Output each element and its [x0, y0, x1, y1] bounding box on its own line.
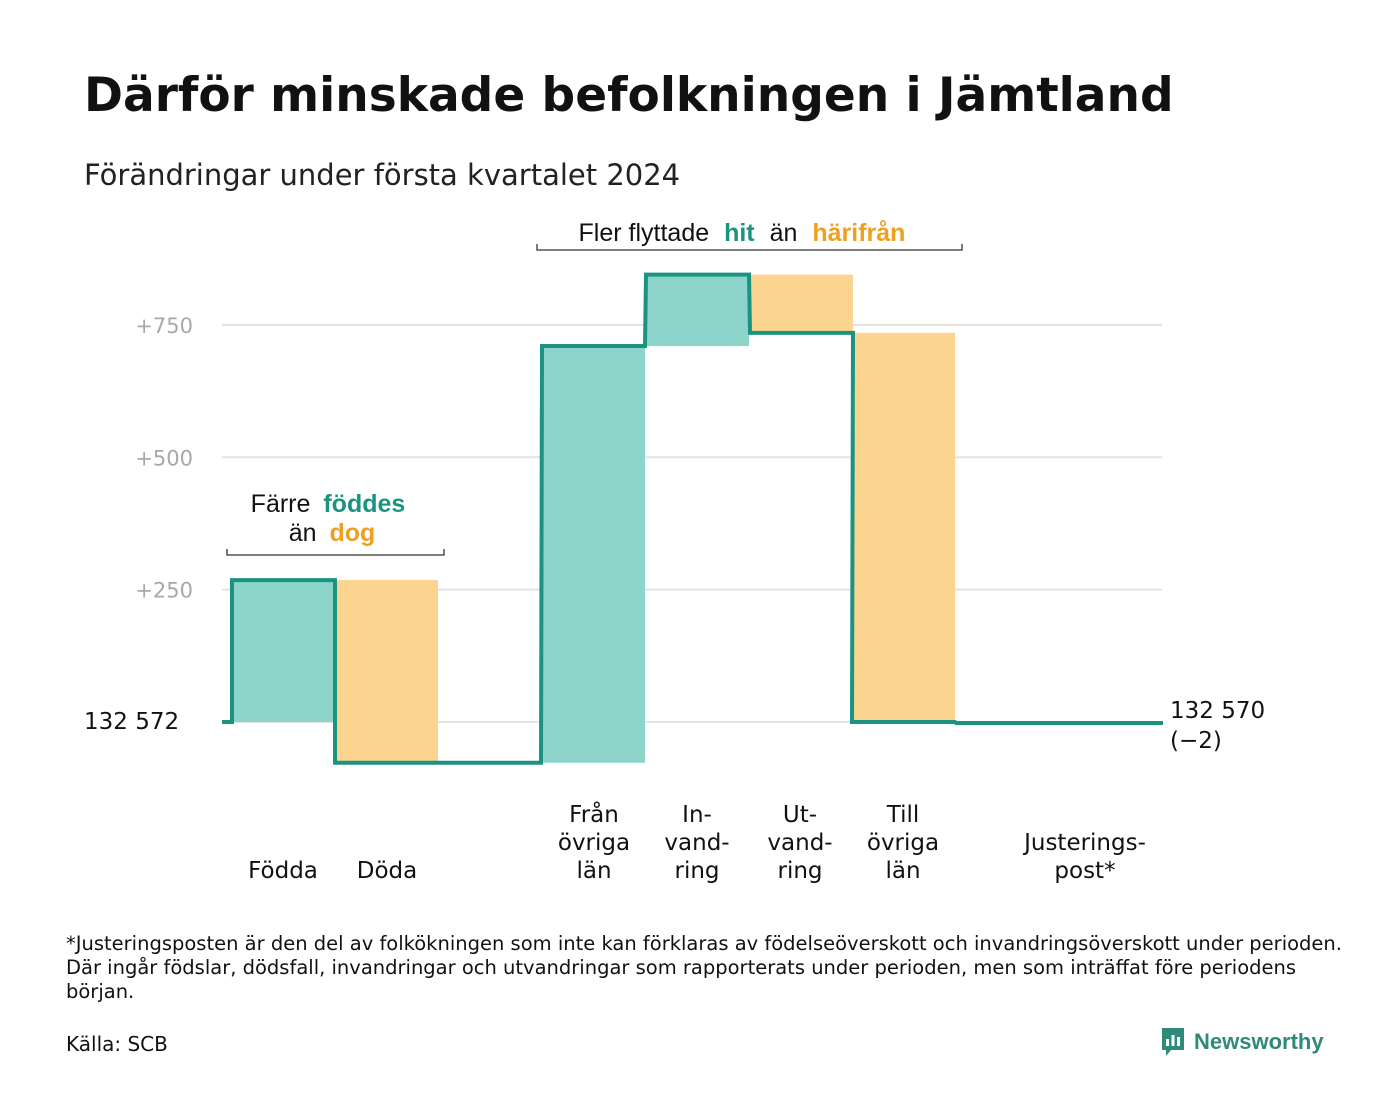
end-value-label: 132 570	[1170, 698, 1265, 724]
svg-text:än dog: än dog	[289, 519, 376, 547]
newsworthy-brand: Newsworthy	[1160, 1026, 1324, 1058]
chart-subtitle: Förändringar under första kvartalet 2024	[84, 158, 681, 192]
start-value-label: 132 572	[84, 709, 179, 735]
bar-inflow	[646, 274, 749, 347]
x-tick-label: In-vand-ring	[664, 802, 729, 884]
chart-title: Därför minskade befolkningen i Jämtland	[84, 68, 1174, 123]
y-tick-label: +250	[135, 579, 193, 603]
x-tick-label: Justerings-post*	[1022, 830, 1146, 884]
bar-outflow	[852, 332, 955, 722]
y-tick-label: +500	[135, 446, 193, 470]
births-annotation-text: Färre	[251, 490, 311, 518]
migration-annotation-text-2: än	[770, 219, 798, 247]
brand-name: Newsworthy	[1194, 1029, 1324, 1054]
newsworthy-logo-icon	[1162, 1028, 1184, 1056]
bar-inflow	[232, 580, 335, 722]
svg-text:Fler flyttade hit: Fler flyttade hit än härifrån	[579, 219, 906, 247]
x-tick-label: Till övriga län	[867, 802, 939, 884]
migration-annotation: Fler flyttade hit än härifrån	[536, 219, 963, 251]
bar-outflow	[750, 274, 853, 333]
bar-outflow	[335, 580, 438, 763]
migration-annotation-text: Fler flyttade	[579, 219, 710, 247]
births-annotation-text-2: än	[289, 519, 317, 547]
births-annotation-accent-dog: dog	[329, 519, 375, 547]
migration-annotation-accent-hit: hit	[724, 219, 755, 247]
bar-inflow	[542, 346, 645, 763]
y-tick-label: +750	[135, 314, 193, 338]
migration-bracket	[536, 244, 963, 251]
svg-text:Färre föddes: Färre föddes	[251, 490, 406, 518]
source-label: Källa: SCB	[66, 1032, 168, 1056]
x-tick-label: Födda	[248, 858, 318, 884]
x-tick-label: Från övriga län	[558, 800, 630, 884]
births-bracket	[226, 549, 445, 556]
footnote: *Justeringsposten är den del av folkökni…	[66, 932, 1342, 1003]
end-change-label: (−2)	[1170, 728, 1222, 754]
cumulative-step-line	[222, 272, 1163, 765]
births-annotation-accent-foddes: föddes	[323, 490, 405, 518]
x-tick-label: Döda	[357, 858, 417, 884]
births-annotation: Färre föddes än dog	[226, 490, 445, 556]
migration-annotation-accent-harifran: härifrån	[812, 219, 905, 247]
x-tick-label: Ut-vand-ring	[767, 802, 832, 884]
